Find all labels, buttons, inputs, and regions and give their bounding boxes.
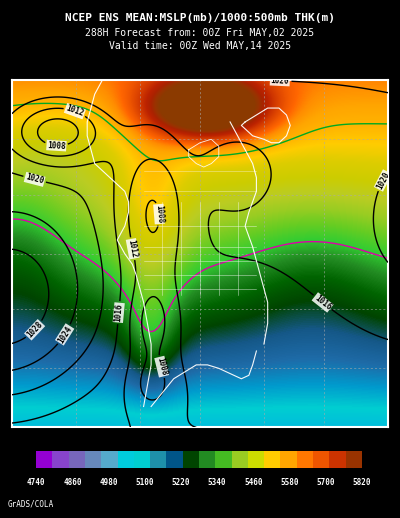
Bar bbox=[264, 451, 280, 468]
Text: 1016: 1016 bbox=[312, 293, 333, 312]
Text: NCEP ENS MEAN:MSLP(mb)/1000:500mb THK(m): NCEP ENS MEAN:MSLP(mb)/1000:500mb THK(m) bbox=[65, 13, 335, 23]
Bar bbox=[232, 451, 248, 468]
Text: 4860: 4860 bbox=[63, 478, 82, 487]
Text: 288H Forecast from: 00Z Fri MAY,02 2025: 288H Forecast from: 00Z Fri MAY,02 2025 bbox=[86, 28, 314, 38]
Text: 1020: 1020 bbox=[375, 170, 391, 191]
Bar bbox=[329, 451, 346, 468]
Polygon shape bbox=[36, 451, 45, 468]
Bar bbox=[69, 451, 85, 468]
Text: 5460: 5460 bbox=[244, 478, 262, 487]
Bar bbox=[346, 451, 362, 468]
Bar bbox=[215, 451, 232, 468]
Bar bbox=[297, 451, 313, 468]
Text: GrADS/COLA: GrADS/COLA bbox=[8, 500, 54, 509]
Text: 1024: 1024 bbox=[56, 324, 74, 344]
Bar bbox=[101, 451, 118, 468]
Bar bbox=[150, 451, 166, 468]
Bar bbox=[248, 451, 264, 468]
Text: 1020: 1020 bbox=[24, 172, 45, 186]
Text: 1008: 1008 bbox=[154, 205, 164, 224]
Bar bbox=[183, 451, 199, 468]
Bar bbox=[85, 451, 101, 468]
Text: 5100: 5100 bbox=[136, 478, 154, 487]
Text: 1008: 1008 bbox=[155, 356, 168, 377]
Text: 1020: 1020 bbox=[270, 76, 289, 85]
Text: 1008: 1008 bbox=[47, 140, 66, 151]
Bar bbox=[118, 451, 134, 468]
Text: 1016: 1016 bbox=[113, 303, 124, 322]
Text: 5340: 5340 bbox=[208, 478, 226, 487]
Bar bbox=[52, 451, 69, 468]
Text: 5220: 5220 bbox=[172, 478, 190, 487]
Bar bbox=[134, 451, 150, 468]
Text: Valid time: 00Z Wed MAY,14 2025: Valid time: 00Z Wed MAY,14 2025 bbox=[109, 41, 291, 51]
Bar bbox=[199, 451, 215, 468]
Bar bbox=[313, 451, 329, 468]
Text: 5700: 5700 bbox=[316, 478, 335, 487]
Text: 1028: 1028 bbox=[25, 320, 44, 340]
Text: 5820: 5820 bbox=[352, 478, 371, 487]
Text: 4740: 4740 bbox=[27, 478, 46, 487]
Bar bbox=[166, 451, 183, 468]
Text: 1012: 1012 bbox=[126, 239, 139, 258]
Text: 1012: 1012 bbox=[65, 104, 85, 119]
Text: 5580: 5580 bbox=[280, 478, 299, 487]
Bar bbox=[280, 451, 297, 468]
Bar bbox=[36, 451, 52, 468]
Text: 4980: 4980 bbox=[99, 478, 118, 487]
Polygon shape bbox=[353, 451, 362, 468]
